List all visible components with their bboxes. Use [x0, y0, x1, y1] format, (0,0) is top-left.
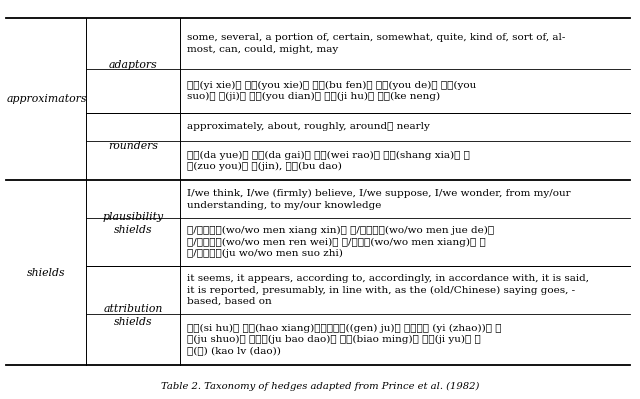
Text: 我/我们相信(wo/wo men xiang xin)， 我/我们觉得(wo/wo men jue de)，
我/我们认为(wo/wo men ren wei): 我/我们相信(wo/wo men xiang xin)， 我/我们觉得(wo/w… — [187, 226, 494, 258]
Text: approximately, about, roughly, around， nearly: approximately, about, roughly, around， n… — [187, 122, 429, 131]
Text: rounders: rounders — [108, 142, 159, 152]
Text: 大约(da yue)， 大概(da gai)， 围绕(wei rao)， 上下(shang xia)， 左
右(zuo you)， 近(jin), 不到(bu : 大约(da yue)， 大概(da gai)， 围绕(wei rao)， 上下(… — [187, 150, 470, 171]
Text: shields: shields — [27, 268, 66, 278]
Text: I/we think, I/we (firmly) believe, I/we suppose, I/we wonder, from my/our
unders: I/we think, I/we (firmly) believe, I/we … — [187, 189, 570, 209]
Text: plausibility
shields: plausibility shields — [103, 212, 164, 235]
Text: it seems, it appears, according to, accordingly, in accordance with, it is said,: it seems, it appears, according to, acco… — [187, 274, 589, 306]
Text: 一些(yi xie)， 有些(you xie)， 部分(bu fen)， 有的(you de)， 有所(you
suo)， 几(ji)， 有点(you dian: 一些(yi xie)， 有些(you xie)， 部分(bu fen)， 有的(… — [187, 80, 476, 101]
Text: approximators: approximators — [6, 94, 86, 104]
Text: some, several, a portion of, certain, somewhat, quite, kind of, sort of, al-
mos: some, several, a portion of, certain, so… — [187, 33, 565, 54]
Text: attribution
shields: attribution shields — [104, 304, 163, 327]
Text: 似乎(si hu)， 好像(hao xiang)，（根）据((gen) ju)， 依（照） (yi (zhao))， 据
说(ju shuo)， 据报道(ju : 似乎(si hu)， 好像(hao xiang)，（根）据((gen) ju)，… — [187, 324, 501, 356]
Text: adaptors: adaptors — [109, 60, 158, 70]
Text: Table 2. Taxonomy of hedges adapted from Prince et al. (1982): Table 2. Taxonomy of hedges adapted from… — [161, 382, 479, 391]
